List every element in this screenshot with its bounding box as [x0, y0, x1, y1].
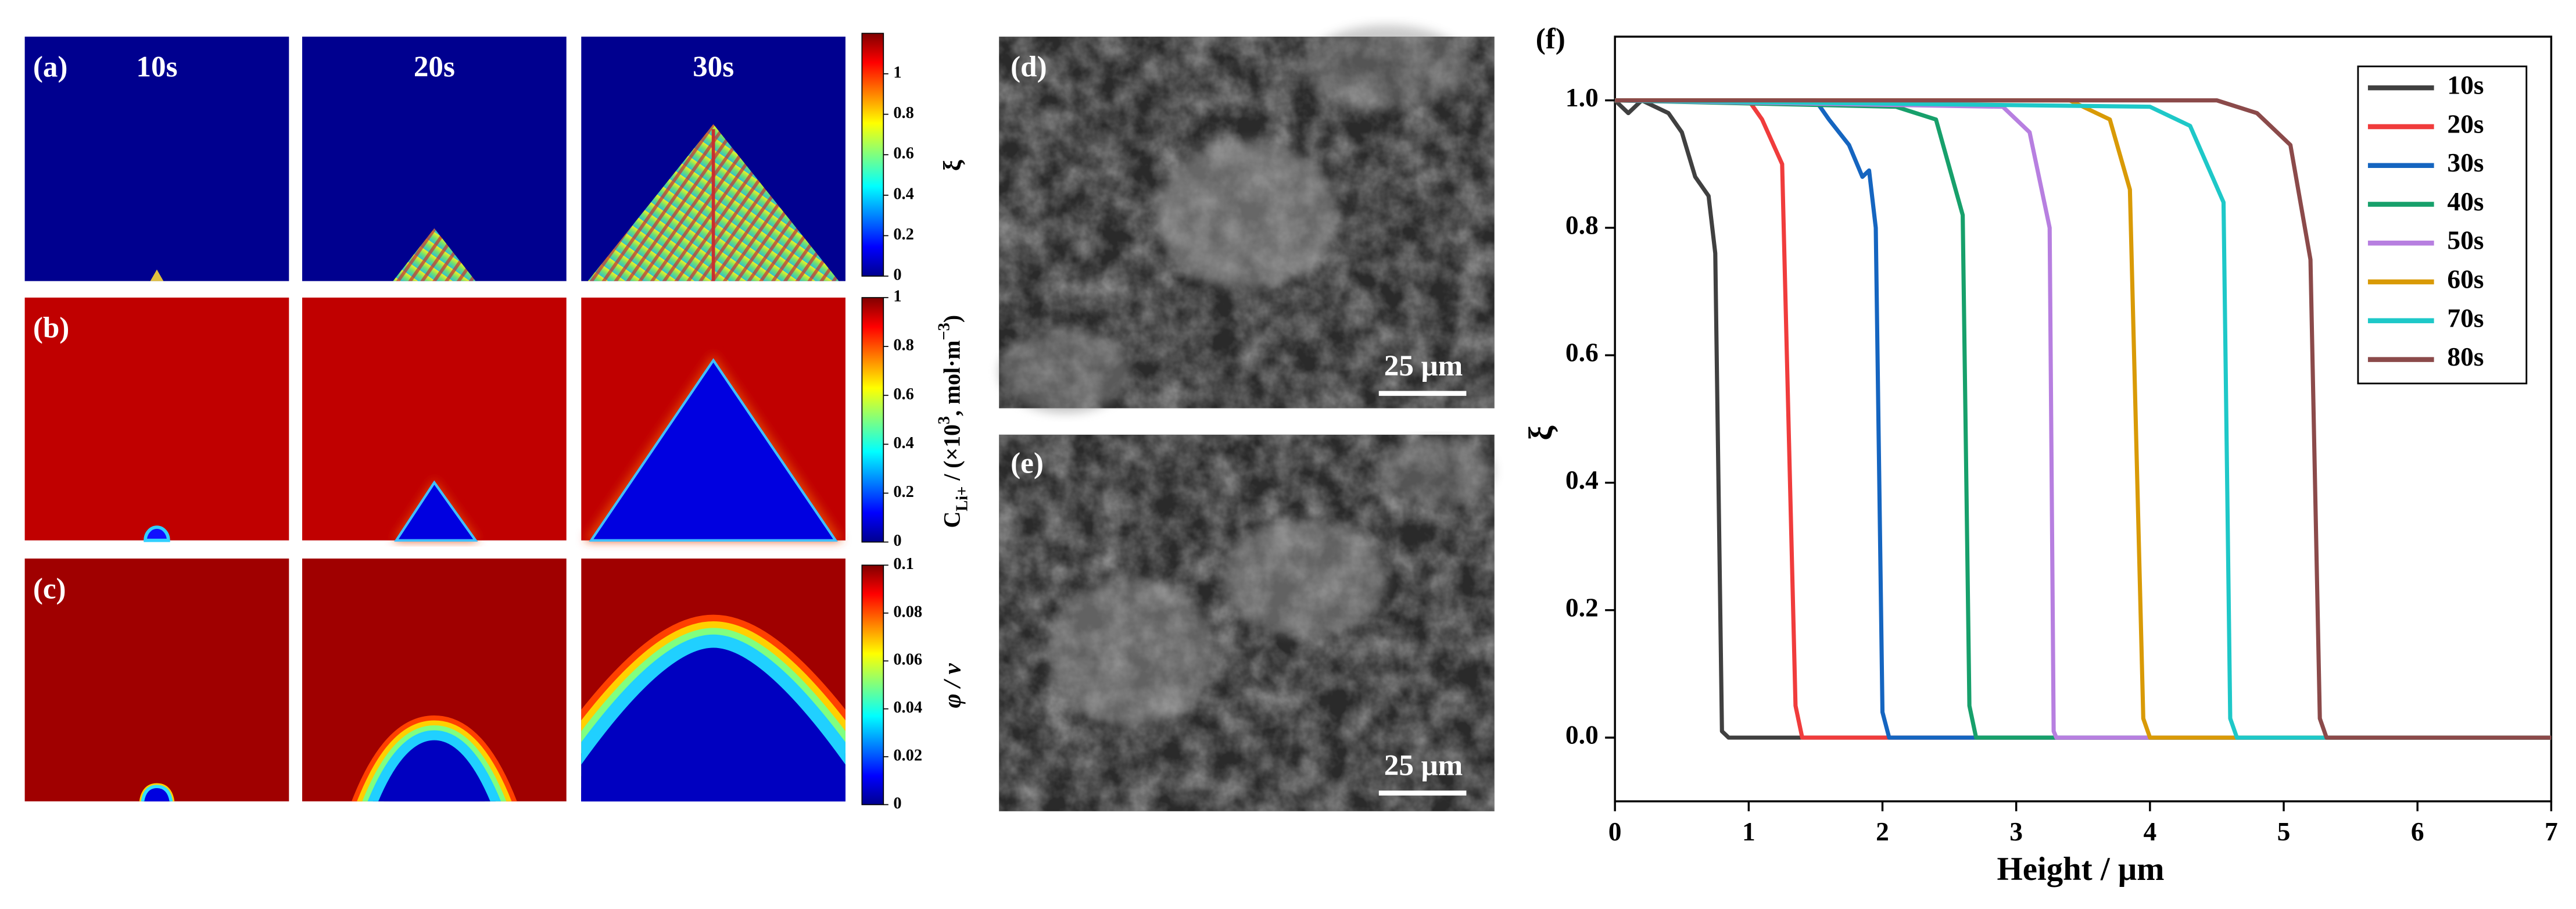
potential-row [24, 559, 845, 801]
scale-bar-label: 25 μm [1384, 749, 1463, 782]
potential-field [581, 614, 845, 801]
time-label: 30s [693, 51, 734, 84]
sim-image [24, 559, 289, 801]
time-label: 10s [136, 51, 177, 84]
x-axis-title: Height / μm [1997, 851, 2165, 887]
title-part: −3 [935, 323, 953, 340]
title-part: 3 [935, 416, 953, 424]
y-tick-label: 0.2 [1565, 592, 1599, 622]
colorbar-tick-label: 1 [893, 64, 901, 82]
depletion [144, 525, 170, 542]
colorbar-tick-label: 0.2 [893, 483, 914, 501]
sim-image [24, 298, 289, 541]
title-part: / (×10 [940, 424, 965, 486]
colorbar-title: CLi+ / (×103, mol·m−3) [935, 315, 971, 528]
panel-label: (a) [33, 51, 68, 84]
y-axis-title: ξ [1522, 425, 1559, 441]
x-tick-label: 6 [2411, 817, 2424, 846]
legend-label: 10s [2447, 70, 2484, 100]
concentration-row [24, 298, 845, 542]
legend-label: 60s [2447, 264, 2484, 294]
x-tick-label: 7 [2545, 817, 2558, 846]
colorbar-tick-label: 0.6 [893, 385, 914, 403]
depletion [394, 480, 478, 542]
title-part: Li+ [953, 486, 971, 511]
x-tick-label: 2 [1876, 817, 1889, 846]
legend-label: 50s [2447, 226, 2484, 255]
legend-label: 70s [2447, 303, 2484, 332]
panel-label: (c) [33, 572, 66, 606]
x-tick-label: 1 [1742, 817, 1755, 846]
phase-field-row [24, 37, 845, 281]
y-tick-label: 0.8 [1565, 210, 1599, 239]
colorbar [861, 297, 884, 543]
scale-bar-label: 25 μm [1384, 349, 1463, 382]
dendrite [150, 269, 164, 281]
x-tick-label: 0 [1608, 817, 1622, 846]
plot-area: 0 1 2 3 4 5 6 7 0.0 0.2 0.4 0.6 0.8 1.0 10s 20s 30s 40s 50… [1565, 35, 2558, 846]
colorbar [861, 33, 884, 277]
colorbar-tick-label: 0.1 [893, 555, 914, 573]
colorbar-tick-label: 0.08 [893, 603, 922, 621]
time-label: 20s [414, 51, 455, 84]
colorbar-title: φ / v [938, 663, 966, 708]
dendrite [393, 228, 476, 281]
y-tick-label: 0.4 [1565, 465, 1599, 495]
colorbar-title: ξ [938, 160, 966, 171]
panel-label: (d) [1011, 51, 1047, 84]
colorbar-tick-label: 1 [893, 288, 901, 306]
legend-label: 80s [2447, 342, 2484, 371]
x-tick-label: 3 [2009, 817, 2023, 846]
x-tick-label: 4 [2143, 817, 2156, 846]
colorbar-tick-label: 0.02 [893, 747, 922, 765]
potential-field [352, 715, 517, 801]
plot-frame [1614, 35, 2553, 803]
legend-label: 40s [2447, 187, 2484, 216]
data-line [1615, 98, 2552, 740]
colorbar-tick-label: 0 [893, 266, 901, 284]
colorbar-tick-label: 0.04 [893, 699, 922, 717]
y-tick-label: 1.0 [1565, 83, 1599, 112]
panel-label: (b) [33, 312, 70, 345]
colorbar-tick-label: 0 [893, 795, 901, 813]
legend-label: 20s [2447, 109, 2484, 138]
colorbar [861, 564, 884, 806]
sim-image [24, 37, 289, 281]
x-tick-label: 5 [2277, 817, 2291, 846]
depletion [589, 358, 838, 542]
data-line [1613, 98, 2552, 740]
potential-field [139, 783, 175, 801]
title-part: C [940, 511, 965, 528]
colorbar-tick-label: 0 [893, 532, 901, 550]
title-part: , mol·m [940, 341, 965, 416]
panel-label: (f) [1536, 22, 1565, 55]
colorbar-tick-label: 0.06 [893, 651, 922, 669]
panel-label: (e) [1011, 447, 1044, 480]
legend-box [2357, 65, 2528, 385]
y-tick-label: 0.0 [1565, 720, 1599, 750]
colorbar-tick-label: 0.8 [893, 337, 914, 355]
colorbar-tick-label: 0.8 [893, 104, 914, 122]
sem-image [999, 434, 1495, 811]
colorbar-tick-label: 0.4 [893, 434, 914, 452]
y-tick-label: 0.6 [1565, 338, 1599, 367]
colorbar-tick-label: 0.2 [893, 226, 914, 244]
title-part: ) [940, 315, 965, 323]
sem-image [999, 25, 1495, 413]
data-line [1615, 98, 2552, 740]
colorbar-tick-label: 0.6 [893, 145, 914, 163]
colorbar-tick-label: 0.4 [893, 185, 914, 203]
data-line [1615, 98, 2552, 740]
legend-label: 30s [2447, 148, 2484, 177]
